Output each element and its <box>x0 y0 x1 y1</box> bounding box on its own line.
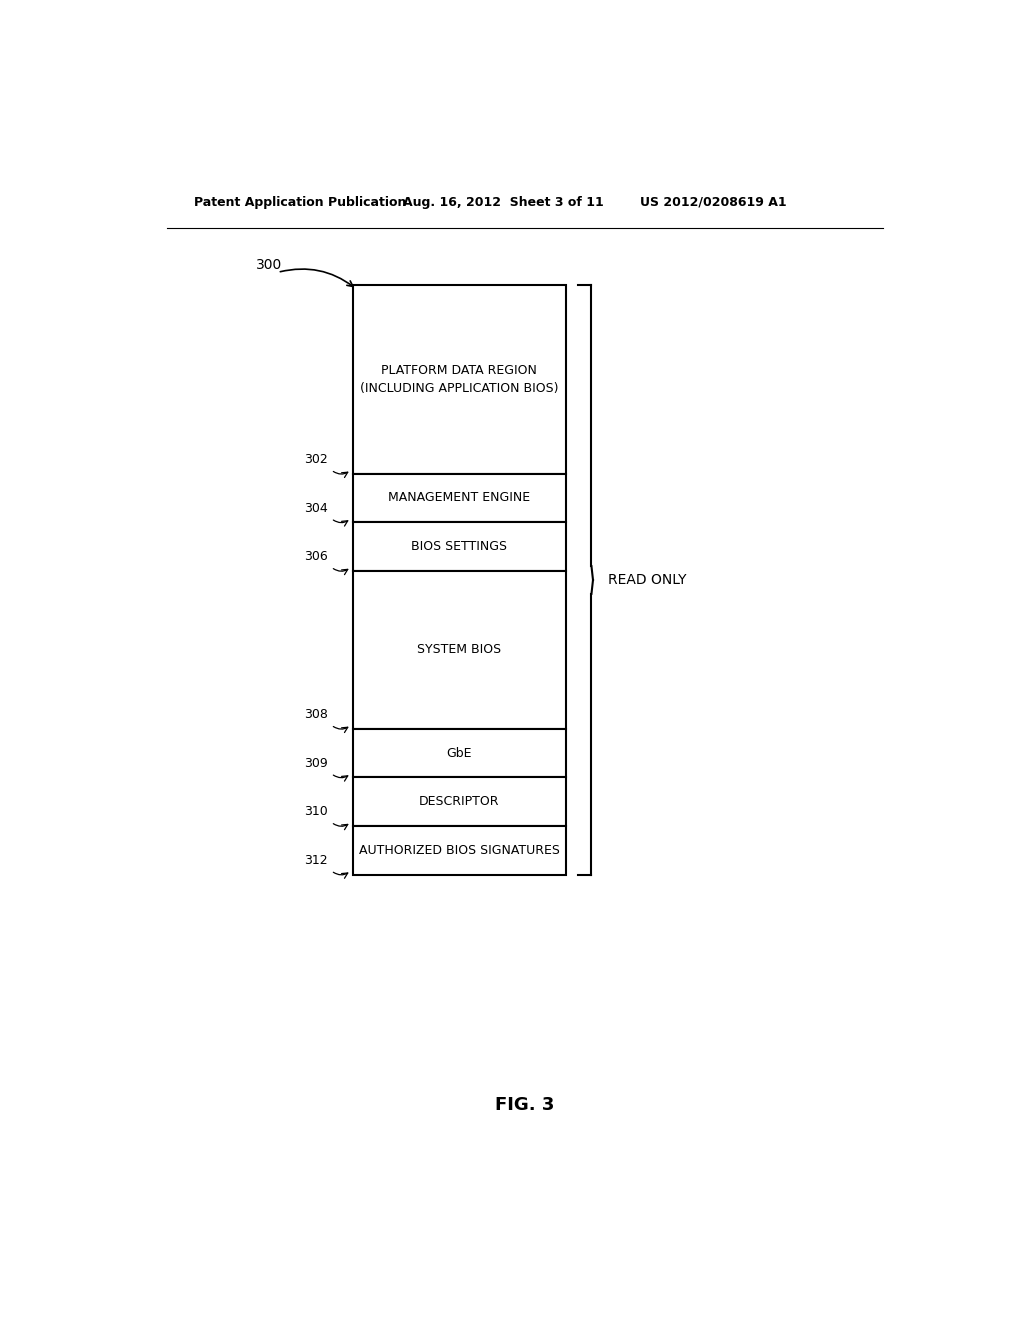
Bar <box>352 826 566 875</box>
Text: MANAGEMENT ENGINE: MANAGEMENT ENGINE <box>388 491 530 504</box>
Text: 312: 312 <box>304 854 328 867</box>
Bar <box>352 729 566 777</box>
Text: 306: 306 <box>304 550 328 564</box>
Bar <box>352 777 566 826</box>
Text: Patent Application Publication: Patent Application Publication <box>194 195 407 209</box>
Text: PLATFORM DATA REGION
(INCLUDING APPLICATION BIOS): PLATFORM DATA REGION (INCLUDING APPLICAT… <box>360 364 558 395</box>
Bar <box>352 285 566 474</box>
Bar <box>352 474 566 523</box>
Text: 308: 308 <box>304 708 328 721</box>
Text: FIG. 3: FIG. 3 <box>496 1097 554 1114</box>
Text: SYSTEM BIOS: SYSTEM BIOS <box>417 643 502 656</box>
Text: AUTHORIZED BIOS SIGNATURES: AUTHORIZED BIOS SIGNATURES <box>358 843 560 857</box>
Text: READ ONLY: READ ONLY <box>608 573 687 587</box>
Text: BIOS SETTINGS: BIOS SETTINGS <box>412 540 507 553</box>
Text: 304: 304 <box>304 502 328 515</box>
Text: 310: 310 <box>304 805 328 818</box>
Bar <box>352 570 566 729</box>
Text: 300: 300 <box>256 257 283 272</box>
Text: DESCRIPTOR: DESCRIPTOR <box>419 795 500 808</box>
Text: 302: 302 <box>304 453 328 466</box>
Text: GbE: GbE <box>446 747 472 759</box>
Text: 309: 309 <box>304 756 328 770</box>
Bar <box>352 523 566 570</box>
Text: US 2012/0208619 A1: US 2012/0208619 A1 <box>640 195 786 209</box>
Text: Aug. 16, 2012  Sheet 3 of 11: Aug. 16, 2012 Sheet 3 of 11 <box>403 195 604 209</box>
